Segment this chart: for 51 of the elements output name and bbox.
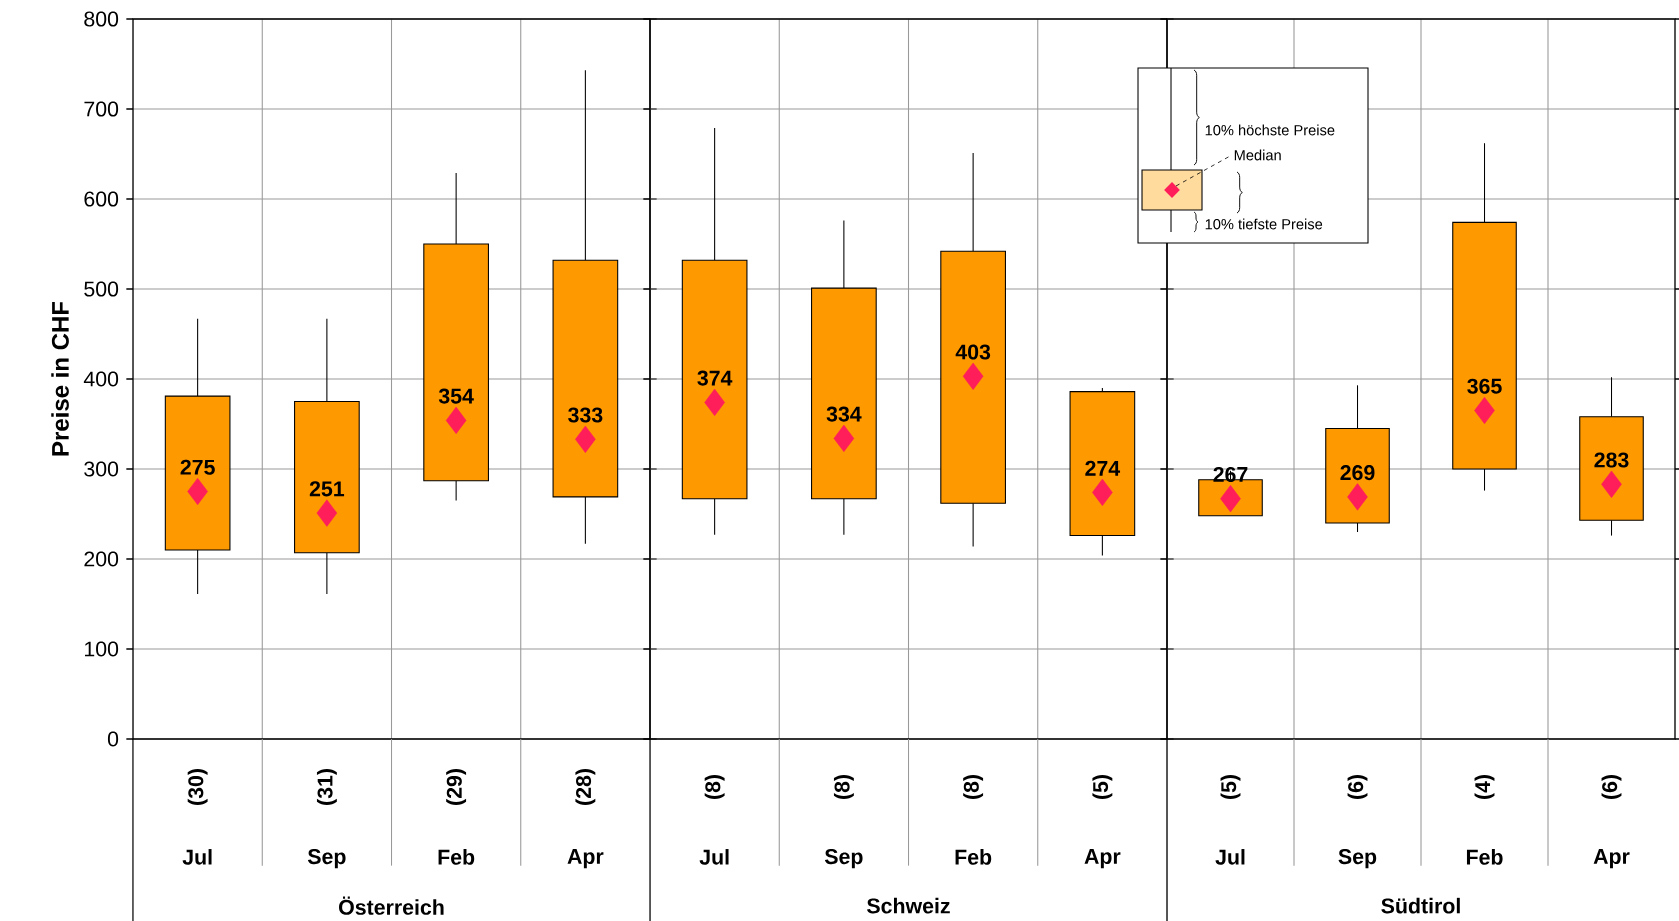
text: 403 — [955, 344, 991, 360]
x-tick-label: Sep — [824, 849, 863, 869]
x-tick-label: Jul — [699, 849, 729, 865]
text: (31) — [316, 769, 337, 805]
x-axis-title: Schweiz — [867, 897, 950, 914]
text: 275 — [180, 459, 215, 475]
y-tick-label: 300 — [84, 461, 119, 477]
annotation: Median — [1234, 149, 1281, 161]
text: (28) — [575, 769, 596, 805]
text: (5) — [1092, 775, 1113, 799]
y-tick-label: 100 — [85, 641, 119, 657]
x-axis-title: Südtirol — [1381, 897, 1460, 914]
y-tick-label: 200 — [84, 551, 119, 567]
annotation: 10% höchste Preise — [1205, 124, 1335, 136]
text: (8) — [704, 775, 725, 799]
x-tick-label: Feb — [1466, 849, 1503, 865]
y-tick-label: 600 — [84, 191, 119, 207]
x-tick-label: Apr — [567, 849, 604, 869]
y-tick-label: 500 — [84, 281, 119, 297]
text: 365 — [1467, 378, 1502, 394]
text: (29) — [446, 769, 467, 805]
text: (6) — [1601, 775, 1622, 799]
y-axis-title: Preise in CHF — [51, 301, 69, 456]
annotation: 10% tiefste Preise — [1205, 218, 1323, 230]
x-tick-label: Apr — [1593, 849, 1630, 869]
x-axis-title: Österreich — [339, 896, 444, 915]
text: (8) — [963, 775, 984, 799]
x-tick-label: Feb — [955, 849, 992, 865]
x-tick-label: Sep — [307, 849, 346, 869]
x-tick-label: Apr — [1084, 849, 1121, 869]
text: 251 — [309, 481, 345, 497]
text: (4) — [1474, 775, 1495, 799]
text: (6) — [1347, 775, 1368, 799]
x-tick-label: Jul — [182, 849, 212, 865]
text: 354 — [438, 388, 474, 404]
y-tick-label: 800 — [84, 11, 119, 27]
x-tick-label: Sep — [1338, 849, 1377, 869]
text: 334 — [826, 406, 862, 422]
text: 374 — [697, 370, 733, 386]
x-tick-label: Feb — [438, 849, 475, 865]
text: 269 — [1340, 465, 1375, 481]
text: 274 — [1085, 460, 1121, 476]
x-tick-label: Jul — [1215, 849, 1245, 865]
text: 333 — [568, 407, 603, 423]
text: 283 — [1594, 452, 1629, 468]
text: (30) — [187, 769, 208, 805]
y-tick-label: 400 — [83, 371, 119, 387]
text: (8) — [833, 775, 854, 799]
y-tick-label: 0 — [107, 731, 119, 747]
text: (5) — [1220, 775, 1241, 799]
y-tick-label: 700 — [84, 101, 119, 117]
